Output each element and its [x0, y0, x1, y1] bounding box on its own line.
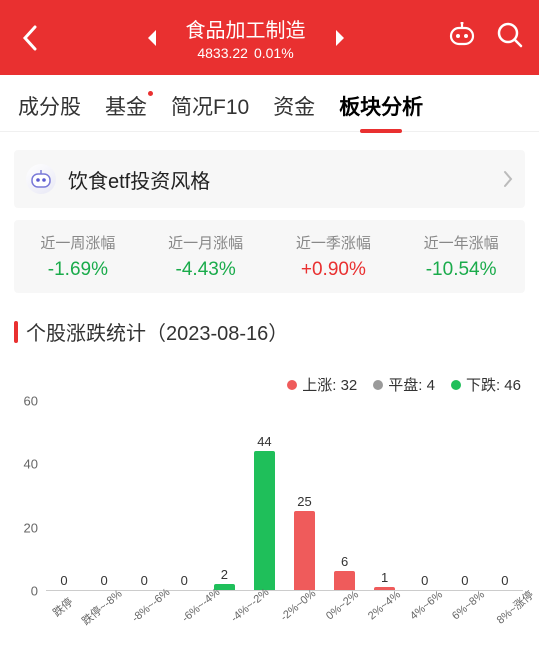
x-axis-labels: 跌停跌停~-8%-8%~-6%-6%~-4%-4%~-2%-2%~0%0%~2%…: [46, 591, 523, 621]
x-label: -8%~-6%: [130, 586, 184, 638]
back-button[interactable]: [16, 25, 44, 51]
bar-value-label: 0: [181, 573, 188, 588]
bar-slot: 0: [166, 401, 202, 590]
etf-style-card[interactable]: 饮食etf投资风格: [14, 150, 525, 208]
chevron-left-icon: [22, 25, 38, 51]
app-header: 食品加工制造 4833.22 0.01%: [0, 0, 539, 75]
tab-成分股[interactable]: 成分股: [18, 91, 81, 121]
bar-value-label: 0: [101, 573, 108, 588]
chart-legend: 上涨: 32 平盘: 4 下跌: 46: [18, 374, 521, 395]
tab-bar: 成分股基金简况F10 资金板块分析: [0, 75, 539, 132]
bar-slot: 0: [46, 401, 82, 590]
legend-label: 下跌: 46: [466, 374, 521, 395]
chart-plot: 0 0 0 0 2 44 25 6 1 0 0 0: [46, 401, 523, 591]
distribution-chart: 0204060 00002442561000 跌停跌停~-8%-8%~-6%-6…: [12, 401, 527, 621]
bar-value-label: 44: [257, 434, 271, 449]
period-cell: 近一年涨幅 -10.54%: [397, 232, 525, 281]
bar: [334, 571, 356, 590]
index-change: 0.01%: [254, 45, 294, 61]
legend-item-flat: 平盘: 4: [373, 374, 435, 395]
x-label: -6%~-4%: [179, 586, 233, 638]
period-label: 近一月涨幅: [142, 232, 270, 253]
robot-avatar-icon: [26, 164, 56, 194]
sector-name: 食品加工制造: [186, 14, 306, 43]
period-value: -10.54%: [397, 259, 525, 281]
bar-slot: 44: [246, 401, 282, 590]
legend-dot-icon: [373, 380, 383, 390]
y-tick: 20: [12, 520, 42, 535]
bar-value-label: 0: [461, 573, 468, 588]
bar-slot: 1: [367, 401, 403, 590]
section-title-text: 个股涨跌统计（2023-08-16）: [26, 317, 288, 346]
period-value: +0.90%: [270, 259, 398, 281]
search-button[interactable]: [497, 22, 523, 53]
y-tick: 60: [12, 394, 42, 409]
section-title: 个股涨跌统计（2023-08-16）: [14, 317, 525, 346]
period-cell: 近一季涨幅 +0.90%: [270, 232, 398, 281]
robot-icon: [447, 22, 477, 48]
tab-基金[interactable]: 基金: [105, 91, 147, 121]
period-cell: 近一月涨幅 -4.43%: [142, 232, 270, 281]
legend-label: 上涨: 32: [302, 374, 357, 395]
bar-slot: 0: [86, 401, 122, 590]
header-title-block: 食品加工制造 4833.22 0.01%: [186, 14, 306, 61]
bar-value-label: 25: [297, 494, 311, 509]
bar-value-label: 2: [221, 567, 228, 582]
x-label: 跌停: [49, 594, 85, 631]
tab-简况F10[interactable]: 简况F10: [171, 91, 249, 121]
bar-value-label: 1: [381, 570, 388, 585]
bar-slot: 2: [206, 401, 242, 590]
tab-板块分析[interactable]: 板块分析: [339, 91, 423, 121]
bar-slot: 0: [126, 401, 162, 590]
bar-value-label: 0: [141, 573, 148, 588]
x-label: 8%~涨停: [493, 587, 539, 638]
bar-value-label: 0: [501, 573, 508, 588]
x-label: -2%~0%: [278, 588, 329, 638]
period-returns-grid: 近一周涨幅 -1.69%近一月涨幅 -4.43%近一季涨幅 +0.90% 近一年涨幅 -1…: [14, 220, 525, 293]
bar-value-label: 0: [421, 573, 428, 588]
bar-slot: 0: [447, 401, 483, 590]
legend-item-down: 下跌: 46: [451, 374, 521, 395]
x-label: 6%~8%: [450, 589, 499, 637]
bar-value-label: 0: [60, 573, 67, 588]
bar: [254, 451, 276, 590]
prev-sector-button[interactable]: [138, 29, 166, 47]
chevron-right-icon: [503, 170, 513, 188]
index-value: 4833.22: [197, 45, 248, 61]
legend-item-up: 上涨: 32: [287, 374, 357, 395]
legend-dot-icon: [287, 380, 297, 390]
period-label: 近一周涨幅: [14, 232, 142, 253]
etf-style-text: 饮食etf投资风格: [68, 165, 491, 194]
robot-button[interactable]: [447, 22, 477, 53]
y-axis: 0204060: [12, 401, 42, 591]
legend-dot-icon: [451, 380, 461, 390]
bar-slot: 6: [327, 401, 363, 590]
y-tick: 40: [12, 457, 42, 472]
period-value: -1.69%: [14, 259, 142, 281]
search-icon: [497, 22, 523, 48]
bar-value-label: 6: [341, 554, 348, 569]
period-label: 近一季涨幅: [270, 232, 398, 253]
x-label: 跌停~-8%: [78, 586, 134, 640]
tab-资金[interactable]: 资金: [273, 91, 315, 121]
legend-label: 平盘: 4: [388, 374, 435, 395]
next-sector-button[interactable]: [326, 29, 354, 47]
bar: [294, 511, 316, 590]
triangle-right-icon: [334, 29, 346, 47]
x-label: -4%~-2%: [229, 586, 283, 638]
period-label: 近一年涨幅: [397, 232, 525, 253]
period-value: -4.43%: [142, 259, 270, 281]
triangle-left-icon: [146, 29, 158, 47]
y-tick: 0: [12, 584, 42, 599]
period-cell: 近一周涨幅 -1.69%: [14, 232, 142, 281]
bar-slot: 0: [487, 401, 523, 590]
bar-slot: 25: [286, 401, 322, 590]
bar-slot: 0: [407, 401, 443, 590]
